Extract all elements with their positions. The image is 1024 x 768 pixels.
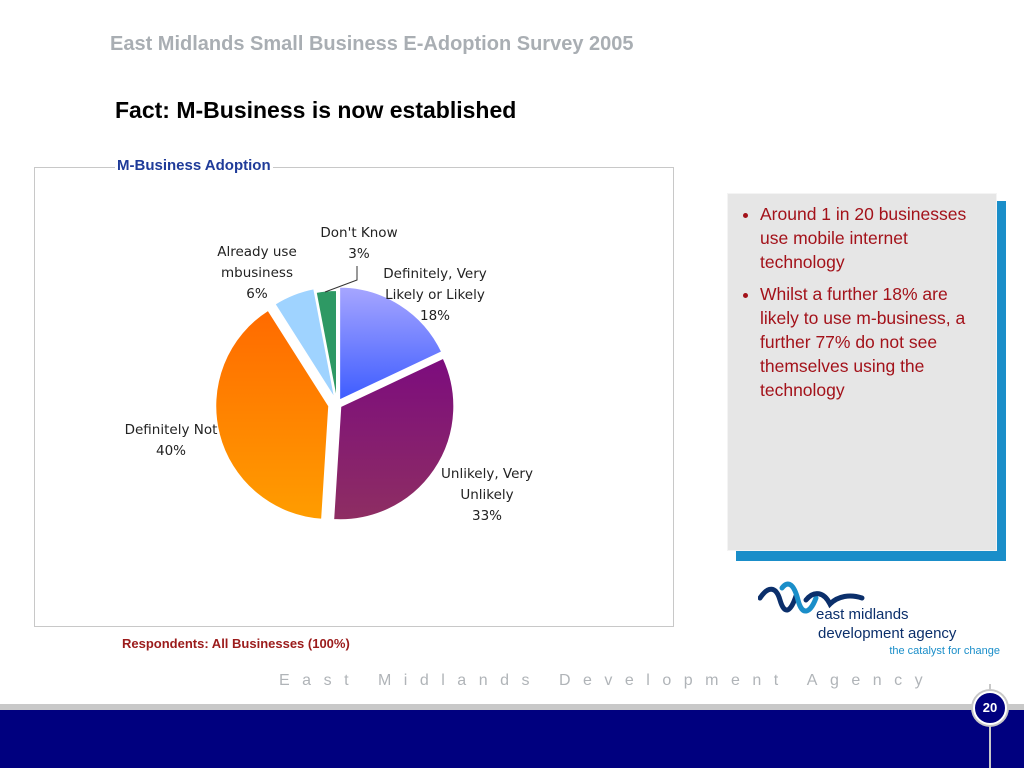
logo-line2: development agency bbox=[818, 625, 957, 642]
slide-title: Fact: M-Business is now established bbox=[115, 97, 517, 123]
notes-list: Around 1 in 20 businesses use mobile int… bbox=[728, 202, 996, 402]
pie-slice-label: Already use mbusiness 6% bbox=[217, 244, 297, 302]
footer-divider bbox=[0, 704, 1024, 710]
chart-frame: Definitely, Very Likely or Likely 18% Unlik… bbox=[34, 167, 674, 627]
emda-logo: east midlands development agency the cat… bbox=[758, 578, 1008, 660]
note-item: Whilst a further 18% are likely to use m… bbox=[760, 282, 996, 402]
pie-slice bbox=[214, 308, 331, 521]
page-number: 20 bbox=[973, 691, 1007, 725]
footer-bar bbox=[0, 710, 1024, 768]
pie-slice bbox=[314, 288, 338, 405]
pie-slice-label: Unlikely, Very Unlikely 33% bbox=[441, 466, 533, 524]
pie-chart: Definitely, Very Likely or Likely 18% Unlik… bbox=[125, 225, 533, 524]
wave-logo-icon bbox=[758, 581, 865, 614]
survey-title: East Midlands Small Business E-Adoption … bbox=[110, 33, 634, 55]
pie-slice bbox=[273, 287, 337, 401]
respondents-footnote: Respondents: All Businesses (100%) bbox=[122, 636, 350, 651]
pie-slice bbox=[332, 356, 456, 522]
chart-title: M-Business Adoption bbox=[115, 157, 273, 174]
agency-footer-text: East Midlands Development Agency bbox=[279, 672, 936, 689]
pie-slice bbox=[338, 285, 444, 403]
pie-slice-label: Definitely, Very Likely or Likely 18% bbox=[383, 266, 486, 324]
pie-slice-label: Don't Know 3% bbox=[320, 225, 397, 262]
page-marker-line bbox=[989, 684, 991, 768]
notes-box: Around 1 in 20 businesses use mobile int… bbox=[727, 193, 997, 551]
logo-line1: east midlands bbox=[816, 606, 909, 623]
logo-tagline: the catalyst for change bbox=[889, 645, 1000, 657]
pie-slice-label: Definitely Not 40% bbox=[125, 422, 218, 459]
leader-line bbox=[324, 266, 358, 293]
note-item: Around 1 in 20 businesses use mobile int… bbox=[760, 202, 996, 274]
